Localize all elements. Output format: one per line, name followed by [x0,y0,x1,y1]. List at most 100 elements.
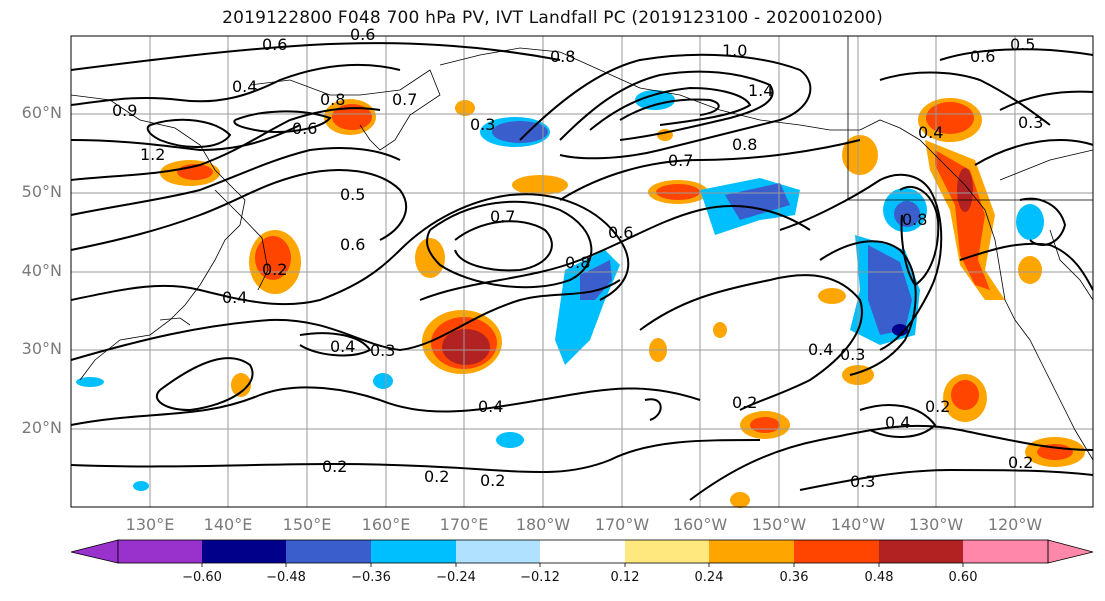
positive-anomaly [818,288,846,304]
positive-anomaly [332,104,372,130]
negative-anomaly [868,245,912,335]
colorbar [70,539,1094,567]
positive-anomaly [1018,256,1042,284]
colorbar-swatch [118,540,202,563]
positive-anomaly [750,417,780,433]
contour-label: 1.4 [748,81,773,100]
contour-label: 0.4 [808,340,833,359]
latitude-label: 30°N [21,339,62,358]
contour-label: 0.4 [232,77,257,96]
latitude-label: 20°N [21,418,62,437]
negative-anomaly [892,324,908,336]
contour-label: 0.2 [1008,453,1033,472]
contour-label: 0.2 [925,397,950,416]
contour-label: 0.7 [668,151,693,170]
contour-label: 0.6 [970,47,995,66]
longitude-label: 150°W [751,515,807,534]
positive-anomaly [231,373,251,397]
contour-labels: 0.6 0.4 0.6 0.8 0.9 1.2 0.6 0.7 0.3 0.8 … [112,25,1043,491]
negative-anomaly [133,481,149,491]
contour-label: 0.3 [850,472,875,491]
contour-label: 0.2 [322,457,347,476]
contour-label: 0.7 [392,90,417,109]
contour-label: 0.6 [340,235,365,254]
contour-label: 0.9 [112,101,137,120]
contours [70,42,1094,501]
latitude-label: 40°N [21,261,62,280]
colorbar-swatch [963,540,1048,563]
contour-label: 0.2 [732,393,757,412]
contour-label: 0.6 [350,25,375,44]
latitude-label: 60°N [21,103,62,122]
positive-anomaly [512,175,568,195]
contour-label: 0.4 [885,413,910,432]
graticule [71,36,1093,507]
longitude-label: 160°W [672,515,728,534]
longitude-label: 140°W [830,515,886,534]
positive-anomaly [951,380,979,410]
colorbar-tick-label: −0.12 [520,570,560,585]
positive-anomaly [926,102,974,134]
colorbar-swatch [709,540,794,563]
longitude-label: 140°E [203,515,253,534]
positive-anomaly [415,238,445,278]
colorbar-swatch [540,540,625,563]
colorbar-tick-label: 0.24 [694,570,724,585]
negative-anomaly [894,201,920,227]
longitude-label: 150°E [282,515,332,534]
negative-anomaly [76,377,104,387]
colorbar-over-arrow [1047,539,1094,564]
longitude-label: 160°E [361,515,411,534]
contour-label: 0.2 [424,467,449,486]
contour-label: 0.2 [262,260,287,279]
longitude-label: 130°W [908,515,964,534]
positive-anomaly [656,184,700,200]
colorbar-tick-label: 0.48 [864,570,894,585]
colorbar-tick-label: −0.36 [351,570,391,585]
positive-anomaly [842,135,878,175]
contour-label: 0.8 [320,90,345,109]
longitude-label: 170°E [439,515,489,534]
contour-label: 0.3 [470,115,495,134]
longitude-label: 180°W [515,515,571,534]
positive-anomaly [713,322,727,338]
longitude-label: 130°E [125,515,175,534]
contour-label: 0.4 [478,397,503,416]
negative-anomaly [580,260,612,300]
longitude-label: 120°W [987,515,1043,534]
positive-anomaly [730,492,750,508]
colorbar-swatch [456,540,540,563]
negative-anomaly [635,90,675,110]
contour-label: 0.3 [1018,113,1043,132]
colorbar-tick-label: −0.48 [266,570,306,585]
contour-label: 1.2 [140,145,165,164]
contour-label: 0.8 [565,253,590,272]
contour-label: 0.8 [732,135,757,154]
contour-label: 0.7 [490,207,515,226]
contour-label: 0.6 [292,119,317,138]
contour-label: 0.5 [1010,35,1035,54]
negative-anomaly [1016,204,1044,240]
map-frame [70,35,1094,508]
colorbar-tick-label: 0.36 [779,570,809,585]
colorbar-swatch [879,540,963,563]
contour-label: 0.5 [340,185,365,204]
contour-label: 0.4 [918,123,943,142]
positive-anomaly [442,329,490,365]
colorbar-tick-label: −0.24 [436,570,476,585]
colorbar-swatch [625,540,709,563]
colorbar-swatch [286,540,371,563]
negative-anomaly [725,183,790,220]
contour-label: 0.6 [608,223,633,242]
contour-label: 0.4 [330,337,355,356]
contour-label: 0.6 [262,35,287,54]
colorbar-tick-label: −0.60 [182,570,222,585]
colorbar-swatch [202,540,286,563]
negative-anomaly [373,373,393,389]
colorbar-under-arrow [70,539,119,564]
contour-label: 0.3 [840,345,865,364]
positive-anomaly [957,168,973,212]
colorbar-swatch [794,540,879,563]
contour-label: 0.4 [222,288,247,307]
colorbar-tick-label: 0.60 [948,570,978,585]
